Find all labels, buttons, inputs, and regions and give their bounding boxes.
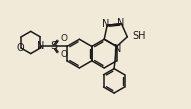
Text: S: S [50,41,57,51]
Text: N: N [114,44,122,54]
Text: SH: SH [132,31,146,41]
Text: O: O [61,34,68,43]
Text: N: N [102,19,109,29]
Text: O: O [16,43,24,53]
Text: O: O [61,50,68,59]
Text: N: N [117,18,124,28]
Text: N: N [37,41,44,51]
